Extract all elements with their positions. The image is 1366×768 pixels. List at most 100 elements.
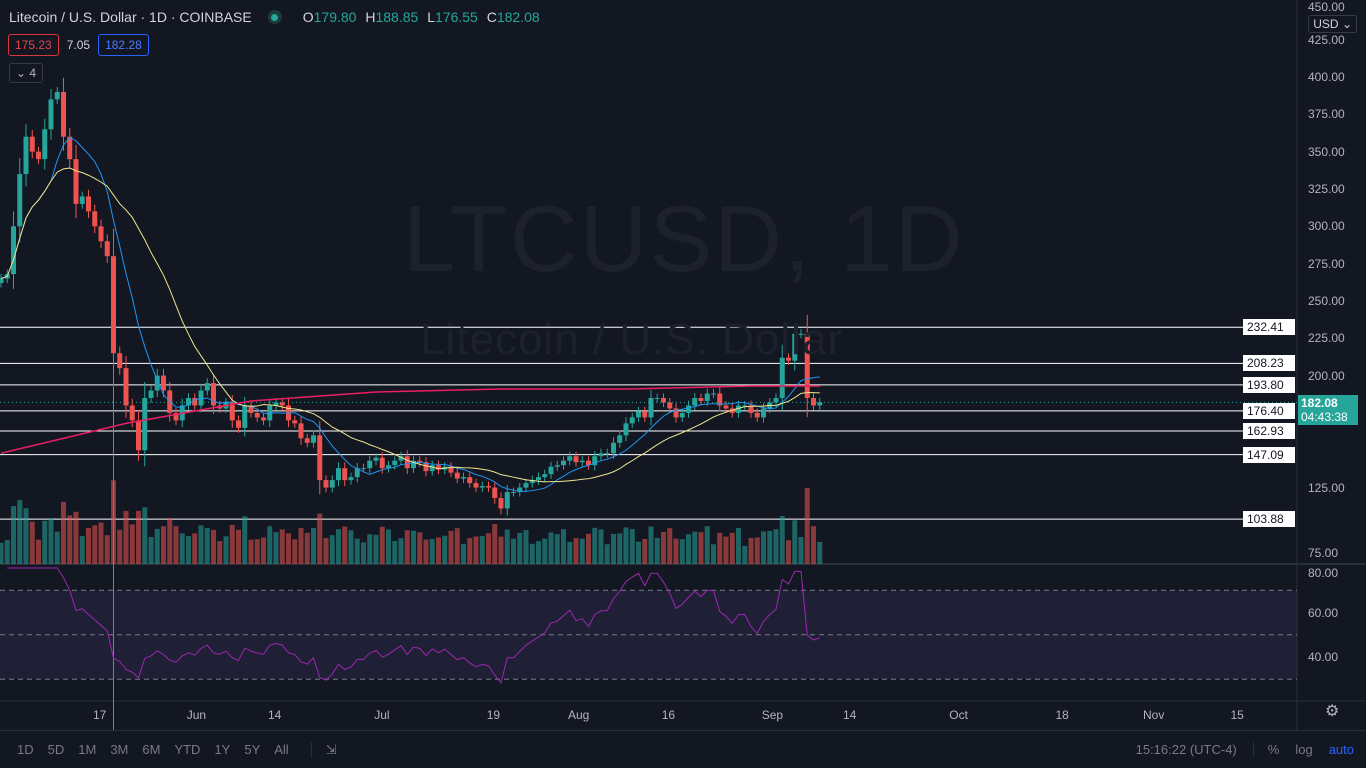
volume-bar — [498, 536, 504, 564]
volume-bar — [73, 511, 79, 564]
volume-bar — [373, 534, 379, 564]
candle-body — [211, 383, 216, 406]
candle-body — [111, 256, 116, 354]
volume-bar — [236, 529, 241, 564]
candle-body — [36, 151, 41, 160]
range-button-6m[interactable]: 6M — [142, 742, 161, 757]
candle-body — [567, 456, 573, 461]
range-button-3m[interactable]: 3M — [110, 742, 129, 757]
candle-body — [504, 492, 510, 509]
range-button-ytd[interactable]: YTD — [174, 742, 201, 757]
volume-bar — [404, 530, 410, 564]
volume-bar — [392, 540, 398, 564]
candle-body — [742, 405, 748, 407]
x-tick-label: Nov — [1143, 708, 1165, 722]
volume-bar — [536, 541, 541, 564]
range-button-5d[interactable]: 5D — [47, 742, 65, 757]
percent-toggle[interactable]: % — [1252, 742, 1279, 757]
volume-bar — [79, 536, 85, 564]
candle-body — [398, 456, 404, 461]
volume-bar — [748, 537, 754, 564]
volume-bar — [729, 532, 735, 564]
clock[interactable]: 15:16:22 (UTC-4) — [1135, 742, 1237, 757]
candle-body — [473, 483, 479, 488]
symbol-title[interactable]: Litecoin / U.S. Dollar · 1D · COINBASE — [9, 9, 252, 25]
price-level-label: 147.09 — [1243, 446, 1295, 463]
volume-bar — [461, 544, 466, 564]
volume-bar — [436, 537, 441, 564]
y-tick-label: 450.00 — [1308, 0, 1345, 14]
volume-bar — [117, 529, 123, 564]
candle-body — [48, 99, 54, 130]
settings-gear-icon[interactable]: ⚙ — [1325, 703, 1340, 720]
candle-body — [754, 412, 760, 418]
sell-price-button[interactable]: 175.23 — [8, 34, 59, 56]
volume-bar — [348, 530, 354, 564]
volume-bar — [654, 537, 660, 564]
candle-body — [761, 408, 766, 418]
volume-bar — [411, 530, 416, 564]
x-tick-label: 15 — [1230, 708, 1244, 722]
range-button-1d[interactable]: 1D — [17, 742, 34, 757]
range-button-1y[interactable]: 1Y — [214, 742, 231, 757]
range-button-5y[interactable]: 5Y — [244, 742, 261, 757]
candle-body — [711, 393, 716, 395]
candle-body — [11, 226, 16, 275]
volume-bar — [636, 541, 641, 564]
range-button-all[interactable]: All — [274, 742, 289, 757]
candle-body — [261, 417, 266, 421]
candle-body — [573, 456, 579, 463]
candle-body — [417, 460, 423, 463]
volume-bar — [129, 524, 135, 564]
candle-body — [104, 241, 110, 257]
log-toggle[interactable]: log — [1295, 742, 1313, 757]
volume-bar — [573, 538, 579, 564]
volume-bar — [598, 529, 604, 564]
volume-bar — [742, 546, 748, 564]
candle-body — [811, 397, 816, 406]
volume-bar — [223, 536, 229, 564]
currency-select[interactable]: USD ⌄ — [1308, 15, 1357, 33]
candle-body — [154, 375, 160, 391]
volume-bar — [23, 508, 29, 564]
candle-body — [23, 136, 29, 175]
candle-body — [517, 487, 523, 493]
candle-body — [592, 456, 598, 466]
volume-bar — [211, 529, 216, 564]
candle-body — [667, 402, 673, 409]
candle-body — [192, 397, 198, 406]
volume-bar — [486, 533, 491, 564]
volume-bar — [567, 541, 573, 564]
rsi-tick-label: 80.00 — [1308, 566, 1339, 580]
candle-body — [373, 457, 379, 461]
auto-scale-toggle[interactable]: auto — [1328, 742, 1354, 757]
volume-bar — [267, 526, 273, 564]
candle-body — [717, 393, 723, 406]
x-tick-label: Sep — [761, 708, 784, 722]
volume-bar — [761, 531, 766, 564]
volume-bar — [792, 520, 798, 564]
candle-body — [323, 480, 329, 488]
volume-bar — [429, 538, 435, 564]
candle-body — [492, 487, 498, 499]
buy-price-button[interactable]: 182.28 — [98, 34, 149, 56]
volume-bar — [217, 541, 223, 564]
y-tick-label: 400.00 — [1308, 70, 1345, 84]
x-tick-label: 16 — [661, 708, 676, 722]
volume-bar — [286, 533, 291, 564]
candle-body — [673, 408, 679, 418]
candle-body — [98, 226, 104, 242]
range-button-1m[interactable]: 1M — [78, 742, 97, 757]
price-chart[interactable] — [0, 0, 1366, 730]
indicators-toggle[interactable]: ⌄ 4 — [9, 63, 44, 83]
date-range-icon[interactable]: ⇲ — [310, 741, 337, 758]
volume-bar — [104, 535, 110, 564]
candle-body — [654, 397, 660, 399]
volume-bar — [361, 542, 366, 564]
price-level-label: 103.88 — [1243, 511, 1295, 528]
candle-body — [548, 466, 554, 475]
volume-bar — [417, 532, 423, 564]
ohlc-values: O179.80 H188.85 L176.55 C182.08 — [302, 9, 540, 25]
volume-bar — [511, 538, 516, 564]
volume-bar — [173, 526, 179, 564]
